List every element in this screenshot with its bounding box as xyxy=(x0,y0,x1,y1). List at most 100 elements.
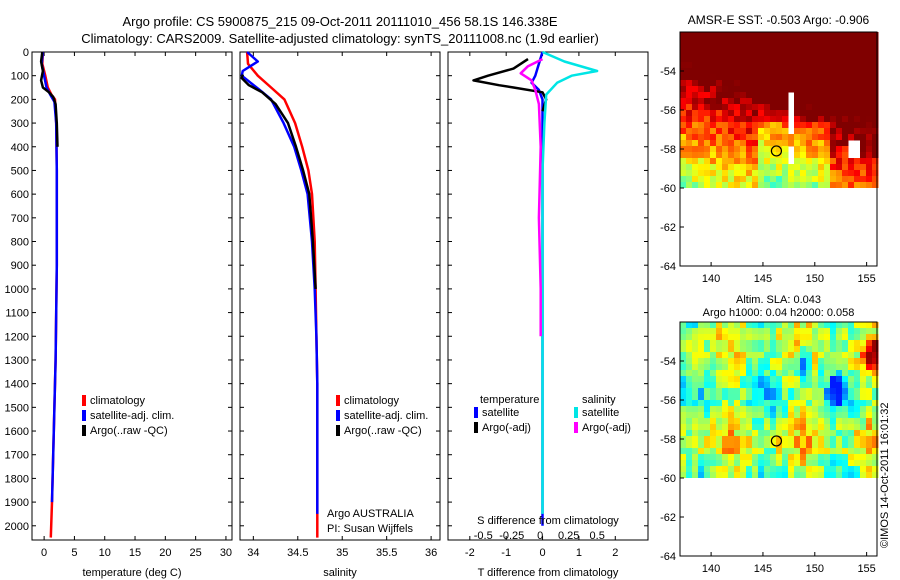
sst-map-cell xyxy=(824,104,831,111)
sla-map-cell xyxy=(716,424,723,431)
sla-map-cell xyxy=(824,340,831,347)
sla-map-cell xyxy=(686,358,693,365)
difference-xlabel: T difference from climatology xyxy=(478,567,619,579)
sla-map-cell xyxy=(872,376,879,383)
sla-map-cell xyxy=(800,424,807,431)
sst-map-cell xyxy=(782,68,789,75)
sst-map-cell xyxy=(830,38,837,45)
salinity-series-2 xyxy=(240,74,317,289)
depth-tick-label: 1600 xyxy=(5,426,29,438)
sst-map-cell xyxy=(752,176,759,183)
sst-map-cell xyxy=(830,176,837,183)
sst-map-cell xyxy=(818,164,825,171)
sla-map-cell xyxy=(764,406,771,413)
sla-map-cell xyxy=(770,466,777,473)
sla-map-cell xyxy=(764,412,771,419)
sst-map-cell xyxy=(818,128,825,135)
sla-map-cell xyxy=(782,364,789,371)
sst-map-cell xyxy=(728,68,735,75)
sst-map-cell xyxy=(800,68,807,75)
sla-map-cell xyxy=(872,430,879,437)
sla-map-cell xyxy=(848,424,855,431)
salinity-legend-label: climatology xyxy=(344,395,400,407)
sla-map-cell xyxy=(704,460,711,467)
sla-map-cell xyxy=(854,460,861,467)
sst-map-cell xyxy=(734,92,741,99)
sla-map-cell xyxy=(872,436,879,443)
sla-map-cell xyxy=(728,472,735,478)
sla-map-cell xyxy=(758,394,765,401)
sst-map-cell xyxy=(770,50,777,57)
temperature-legend-swatch xyxy=(82,410,86,421)
sla-map-cell xyxy=(704,406,711,413)
sst-map-cell xyxy=(872,92,879,99)
sla-map-cell xyxy=(782,334,789,341)
sst-map-cell xyxy=(776,32,783,39)
sst-map-cell xyxy=(836,80,843,87)
sst-map-cell xyxy=(680,182,687,188)
sla-map-cell xyxy=(800,322,807,329)
sst-map-cell xyxy=(704,50,711,57)
sla-map-cell xyxy=(824,466,831,473)
sla-map-cell xyxy=(806,364,813,371)
difference-legend-label: Argo(-adj) xyxy=(582,422,631,434)
sst-map-cell xyxy=(866,182,873,188)
sla-map-cell xyxy=(776,448,783,455)
sst-map-cell xyxy=(842,122,849,129)
sst-map-cell xyxy=(764,44,771,51)
sst-map-cell xyxy=(848,164,855,171)
sst-map-cell xyxy=(824,176,831,183)
sla-map-cell xyxy=(680,322,687,329)
sst-map-cell xyxy=(692,86,699,93)
sla-map-cell xyxy=(704,322,711,329)
sla-map-cell xyxy=(806,352,813,359)
sst-map-cell xyxy=(860,38,867,45)
difference-salinity-tick-label: -0.25 xyxy=(499,530,524,542)
sst-map-cell xyxy=(848,50,855,57)
sla-map-cell xyxy=(854,352,861,359)
sla-map-cell xyxy=(848,340,855,347)
sla-map-cell xyxy=(806,460,813,467)
sla-map-cell xyxy=(836,364,843,371)
depth-tick-label: 1800 xyxy=(5,473,29,485)
sst-map-cell xyxy=(698,80,705,87)
sla-map-cell xyxy=(806,424,813,431)
sla-map-cell xyxy=(818,328,825,335)
sla-map-cell xyxy=(842,388,849,395)
sst-map-cell xyxy=(800,32,807,39)
sst-map-cell xyxy=(806,110,813,117)
sst-map-cell xyxy=(752,122,759,129)
sla-map-cell xyxy=(854,466,861,473)
difference-xtick-label: 1 xyxy=(576,547,582,559)
sla-map-cell xyxy=(704,328,711,335)
sla-map-cell xyxy=(860,364,867,371)
sla-map-cell xyxy=(734,406,741,413)
sst-map-cell xyxy=(872,32,879,39)
sla-map-cell xyxy=(698,442,705,449)
sla-map-cell xyxy=(758,418,765,425)
sst-map-cell xyxy=(722,104,729,111)
sla-map-cell xyxy=(806,358,813,365)
sla-map-cell xyxy=(782,442,789,449)
sst-map-cell xyxy=(806,116,813,123)
sla-map-cell xyxy=(800,346,807,353)
sla-map-cell xyxy=(704,472,711,478)
sst-map-cell xyxy=(746,134,753,141)
sst-map-cell xyxy=(782,98,789,105)
sla-map-cell xyxy=(740,436,747,443)
sst-map-cell xyxy=(716,152,723,159)
sst-map-cell xyxy=(752,128,759,135)
sla-map-cell xyxy=(722,442,729,449)
sst-map-cell xyxy=(776,62,783,69)
sla-map-cell xyxy=(782,418,789,425)
sst-map-cell xyxy=(728,80,735,87)
sst-map-cell xyxy=(710,38,717,45)
sla-map-cell xyxy=(752,364,759,371)
sla-map-cell xyxy=(740,448,747,455)
salinity-xtick-label: 35 xyxy=(336,547,348,559)
sla-map-cell xyxy=(842,430,849,437)
sst-map-cell xyxy=(782,182,789,188)
sst-map-cell xyxy=(758,182,765,188)
sst-map-cell xyxy=(686,92,693,99)
sst-map-title: AMSR-E SST: -0.503 Argo: -0.906 xyxy=(688,13,870,27)
